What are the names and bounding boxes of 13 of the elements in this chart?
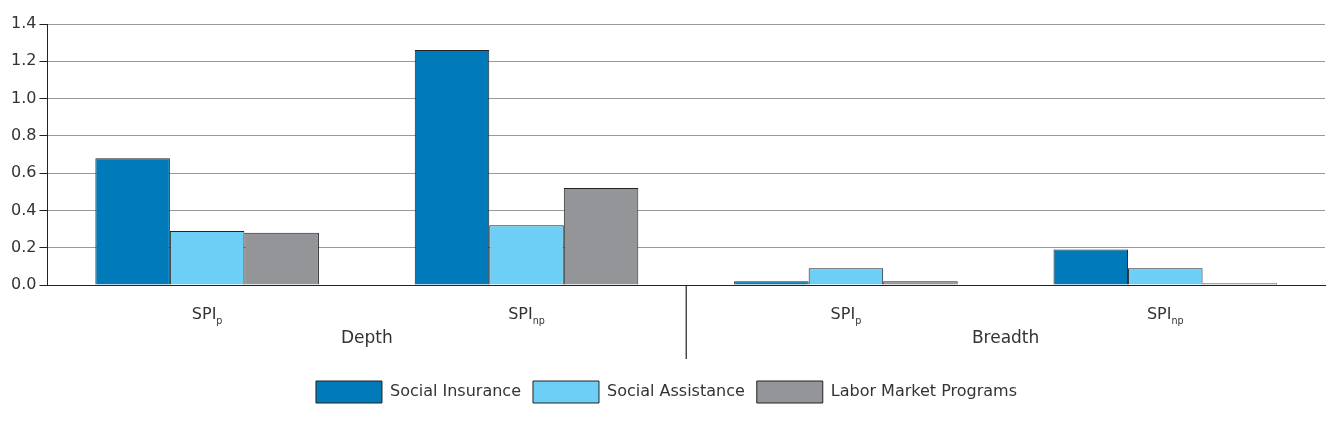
legend-label: Labor Market Programs [830,381,1018,401]
y-tick-label: 0.6 [10,162,37,182]
y-tick-label: 1.0 [10,87,37,107]
y-tick-label: 1.4 [10,13,37,33]
y-tick-label: 0.8 [10,125,37,145]
y-tick-label: 0.0 [10,274,37,294]
text: Breadth [971,327,1040,347]
y-tick-label: 0.4 [10,199,37,219]
text: Depth [340,327,393,347]
legend-label: Social Insurance [389,381,521,401]
y-tick-label: 0.2 [10,236,37,256]
legend-label: Social Assistance [606,381,745,401]
y-tick-label: 1.2 [10,50,37,70]
